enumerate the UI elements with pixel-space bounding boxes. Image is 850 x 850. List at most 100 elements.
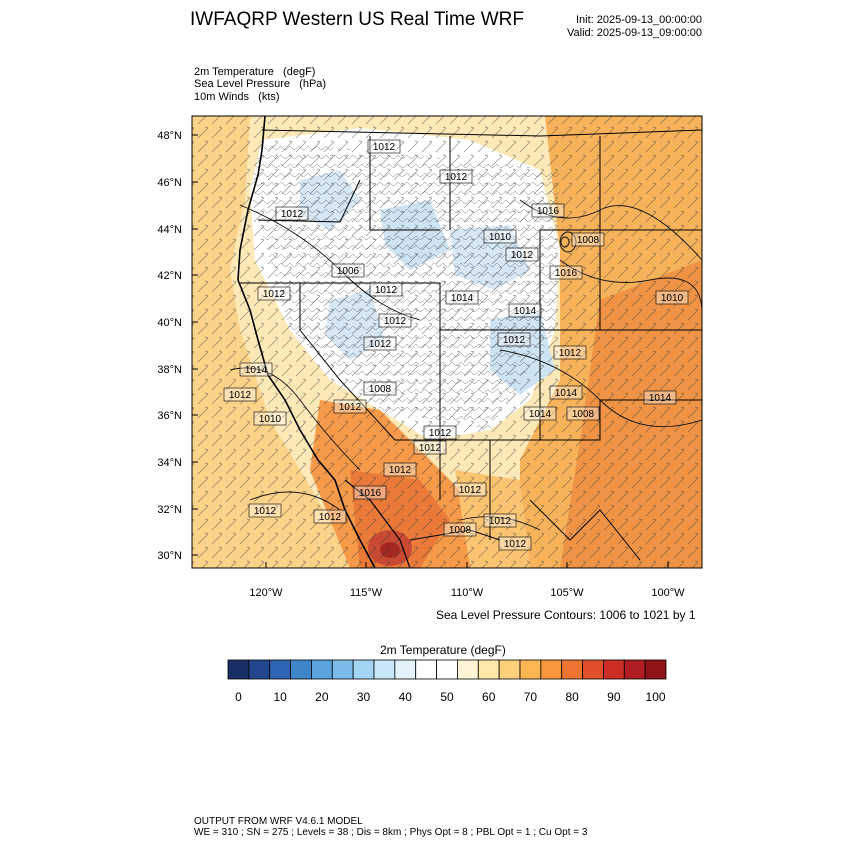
svg-text:1012: 1012	[369, 339, 392, 350]
colorbar-tick-label: 80	[565, 690, 579, 704]
lon-label: 105°W	[550, 587, 584, 599]
lat-label: 38°N	[157, 364, 182, 376]
svg-text:1012: 1012	[319, 512, 342, 523]
pressure-label: 1012	[367, 139, 401, 154]
lat-label: 40°N	[157, 317, 182, 329]
svg-text:1016: 1016	[537, 206, 560, 217]
svg-text:1016: 1016	[555, 268, 578, 279]
pressure-label-layer: 1012 1012 1016 1008 1012 1010 1012 1014 1012 1012…	[223, 139, 689, 551]
lat-label: 46°N	[157, 177, 182, 189]
colorbar-title: 2m Temperature (degF)	[380, 643, 506, 657]
svg-text:1012: 1012	[445, 172, 468, 183]
colorbar-tick-label: 90	[607, 690, 621, 704]
pacific-coastline	[237, 116, 376, 568]
pressure-label: 1012	[363, 336, 397, 351]
pressure-label: 1016	[353, 485, 387, 500]
pressure-label: 1016	[549, 265, 583, 280]
pressure-label: 1012	[498, 536, 532, 551]
pressure-label: 1012	[439, 169, 473, 184]
pressure-label: 1014	[549, 385, 583, 400]
pressure-label: 1012	[423, 425, 457, 440]
colorbar-tick-label: 0	[235, 690, 242, 704]
colorbar-swatch	[227, 659, 250, 680]
init-time: Init: 2025-09-13_00:00:00	[576, 14, 702, 26]
colorbar-swatch	[603, 659, 625, 680]
field-label-temperature: 2m Temperature (degF)	[194, 66, 316, 78]
pressure-label: 1014	[523, 406, 557, 421]
colorbar-swatch	[373, 659, 396, 680]
pressure-label: 1008	[363, 381, 397, 396]
colorbar-swatch	[623, 659, 646, 680]
svg-text:1014: 1014	[451, 293, 474, 304]
pressure-label: 1012	[378, 313, 412, 328]
svg-text:1008: 1008	[577, 235, 600, 246]
pressure-label: 1012	[248, 503, 282, 518]
pressure-label: 1008	[571, 232, 605, 247]
pressure-label: 1012	[275, 206, 309, 221]
svg-text:1008: 1008	[572, 409, 595, 420]
svg-text:1012: 1012	[429, 428, 452, 439]
pressure-label: 1012	[483, 513, 517, 528]
longitude-ticks: 120°W 115°W 110°W 105°W 100°W	[249, 562, 685, 599]
svg-text:1012: 1012	[503, 335, 526, 346]
svg-text:1012: 1012	[504, 539, 527, 550]
field-label-pressure: Sea Level Pressure (hPa)	[194, 78, 327, 90]
contour-note: Sea Level Pressure Contours: 1006 to 102…	[436, 608, 696, 622]
pressure-label: 1012	[383, 462, 417, 477]
pressure-label: 1012	[369, 282, 403, 297]
colorbar	[227, 659, 667, 680]
svg-text:1014: 1014	[555, 388, 578, 399]
colorbar-swatch	[519, 659, 542, 680]
colorbar-tick-label: 40	[398, 690, 412, 704]
svg-text:1008: 1008	[369, 384, 392, 395]
map-frame	[191, 115, 703, 569]
pressure-label: 1016	[531, 203, 565, 218]
colorbar-swatch	[644, 659, 667, 680]
lon-label: 115°W	[350, 587, 383, 599]
lat-label: 42°N	[157, 270, 182, 282]
latitude-ticks: 48°N 46°N 44°N 42°N 40°N 38°N 36°N 34°N 32°N 30°N	[157, 130, 198, 562]
svg-text:1012: 1012	[281, 209, 304, 220]
lat-label: 36°N	[157, 410, 182, 422]
colorbar-swatch	[436, 659, 458, 680]
pressure-label: 1014	[508, 303, 542, 318]
svg-text:1006: 1006	[337, 266, 360, 277]
colorbar-swatch	[457, 659, 479, 680]
colorbar-tick-label: 100	[645, 690, 666, 704]
pressure-label: 1012	[497, 332, 531, 347]
pressure-label: 1012	[453, 482, 487, 497]
svg-text:1012: 1012	[459, 485, 482, 496]
colorbar-tick-label: 30	[356, 690, 371, 704]
state-borders	[240, 129, 702, 561]
svg-text:1012: 1012	[489, 516, 512, 527]
svg-text:1014: 1014	[514, 306, 537, 317]
terrain-contour-texture	[250, 140, 560, 430]
pressure-label: 1014	[239, 362, 273, 377]
svg-text:1008: 1008	[449, 525, 472, 536]
pressure-label: 1012	[223, 387, 257, 402]
lat-label: 32°N	[157, 504, 182, 516]
pressure-label: 1008	[566, 406, 600, 421]
gulf-of-california-coast	[344, 479, 411, 568]
colorbar-tick-label: 10	[273, 690, 287, 704]
svg-text:1012: 1012	[373, 142, 396, 153]
svg-text:1012: 1012	[419, 443, 442, 454]
colorbar-swatch	[248, 659, 271, 680]
pressure-contours	[229, 199, 702, 531]
svg-text:1014: 1014	[245, 365, 268, 376]
colorbar-swatch	[561, 659, 583, 680]
pressure-label: 1010	[655, 290, 689, 305]
pressure-label: 1006	[331, 263, 365, 278]
colorbar-swatch	[394, 659, 417, 680]
lon-label: 110°W	[451, 587, 484, 599]
pressure-label: 1012	[553, 345, 587, 360]
colorbar-swatch	[582, 659, 604, 680]
valid-time: Valid: 2025-09-13_09:00:00	[567, 27, 702, 39]
colorbar-swatch	[269, 659, 291, 680]
pressure-label: 1014	[643, 390, 677, 405]
svg-text:1010: 1010	[661, 293, 684, 304]
colorbar-swatch	[415, 659, 437, 680]
pressure-label: 1012	[505, 247, 539, 262]
colorbar-tick-label: 20	[315, 690, 329, 704]
